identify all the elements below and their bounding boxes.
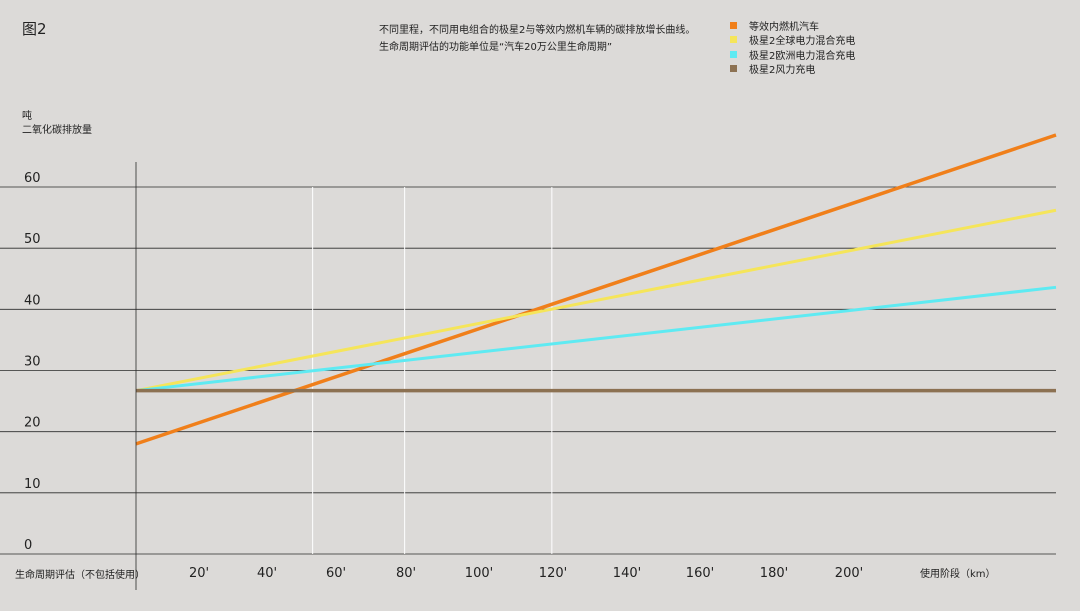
series-line-2 [135,208,1057,393]
legend-swatch-wind [730,65,737,73]
legend-item-ice: 等效内燃机汽车 [730,18,855,33]
y-unit-line-2: 二氧化碳排放量 [22,125,92,136]
legend-swatch-ice [730,21,737,29]
x-origin-label: 生命周期评估（不包括使用） [15,568,145,581]
y-tick-label-30: 30 [24,355,41,370]
subtitle-line-2: 生命周期评估的功能单位是“汽车20万公里生命周期” [379,42,613,53]
label-layer: 0 10 20 30 40 50 60 20' 40' 60' 80' 100' 120' 140' 160… [15,171,996,581]
x-tick-label-100: 100' [465,566,493,581]
y-unit-line-1: 吨 [22,111,32,122]
legend-label-global-mix: 极星2全球电力混合充电 [749,36,856,48]
subtitle-line-1: 不同里程，不同用电组合的极星2与等效内燃机车辆的碳排放增长曲线。 [379,25,696,36]
chart-subtitle: 不同里程，不同用电组合的极星2与等效内燃机车辆的碳排放增长曲线。 生命周期评估的… [379,22,709,56]
legend-item-wind: 极星2风力充电 [730,62,855,77]
series-line-1 [135,133,1057,446]
y-tick-label-40: 40 [24,293,41,308]
y-tick-label-20: 20 [24,416,41,431]
y-tick-label-50: 50 [24,232,41,247]
x-tick-label-160: 160' [686,566,714,581]
x-tick-label-200: 200' [835,566,863,581]
x-tick-label-140: 140' [613,566,641,581]
x-tick-label-60: 60' [326,566,346,581]
x-tick-label-80: 80' [396,566,416,581]
series-layer [135,133,1057,446]
grid-layer [0,186,1056,555]
x-tick-label-20: 20' [189,566,209,581]
y-tick-label-60: 60 [24,171,41,186]
legend-swatch-eu-mix [730,50,737,58]
legend-item-global-mix: 极星2全球电力混合充电 [730,33,856,48]
legend-label-ice: 等效内燃机汽车 [749,21,819,33]
legend-label-eu-mix: 极星2欧洲电力混合充电 [749,50,856,62]
figure-label: 图2 [22,20,47,38]
y-axis-unit: 吨 二氧化碳排放量 [22,110,92,138]
series-line-3 [135,285,1057,393]
x-tick-label-40: 40' [257,566,277,581]
x-tick-label-180: 180' [760,566,788,581]
y-tick-label-0: 0 [24,538,32,553]
legend-item-eu-mix: 极星2欧洲电力混合充电 [730,47,855,62]
y-tick-label-10: 10 [24,477,41,492]
legend-label-wind: 极星2风力充电 [749,65,816,77]
x-axis-title: 使用阶段（km） [920,567,996,580]
x-tick-label-120: 120' [539,566,567,581]
legend-swatch-global-mix [730,36,737,44]
legend: 等效内燃机汽车 极星2全球电力混合充电 极星2欧洲电力混合充电 极星2风力充电 [730,18,855,76]
